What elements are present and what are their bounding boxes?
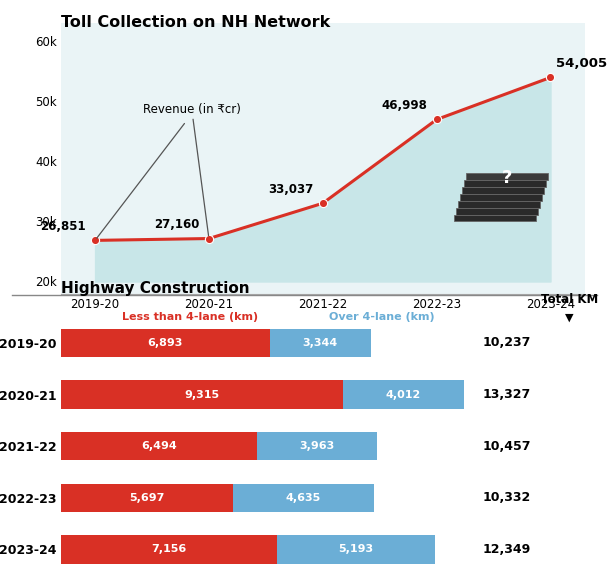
- Bar: [61, 380, 343, 409]
- Text: ?: ?: [502, 169, 512, 187]
- Bar: [61, 484, 233, 512]
- Bar: [343, 380, 464, 409]
- Text: 12,349: 12,349: [482, 543, 530, 556]
- Point: [546, 73, 555, 82]
- Text: 10,237: 10,237: [482, 336, 531, 349]
- Text: 10,457: 10,457: [482, 440, 531, 453]
- Point: [432, 115, 442, 124]
- Bar: [61, 329, 270, 357]
- Bar: [258, 432, 378, 460]
- Text: 10,332: 10,332: [482, 491, 530, 504]
- Text: 6,494: 6,494: [141, 441, 177, 451]
- Text: 3,963: 3,963: [300, 441, 335, 451]
- Bar: [233, 484, 373, 512]
- Text: Less than 4-lane (km): Less than 4-lane (km): [122, 312, 258, 322]
- Text: Over 4-lane (km): Over 4-lane (km): [329, 312, 434, 322]
- Bar: [466, 174, 548, 180]
- Bar: [464, 180, 546, 187]
- Text: 7,156: 7,156: [152, 544, 187, 554]
- Bar: [61, 535, 278, 564]
- Text: 46,998: 46,998: [382, 99, 428, 112]
- Text: 4,635: 4,635: [286, 492, 321, 502]
- Bar: [278, 535, 435, 564]
- Bar: [270, 329, 371, 357]
- Text: 5,193: 5,193: [339, 544, 374, 554]
- Point: [204, 234, 214, 243]
- Text: ▼: ▼: [565, 313, 574, 323]
- Text: 26,851: 26,851: [40, 220, 86, 233]
- Bar: [61, 432, 258, 460]
- Point: [90, 236, 100, 245]
- Bar: [460, 194, 542, 201]
- Text: Revenue (in ₹cr): Revenue (in ₹cr): [143, 103, 241, 236]
- Bar: [456, 208, 538, 215]
- Bar: [454, 215, 536, 221]
- Bar: [462, 187, 544, 194]
- Text: 6,893: 6,893: [147, 338, 183, 348]
- Text: 3,344: 3,344: [303, 338, 338, 348]
- Text: Total KM: Total KM: [541, 294, 598, 306]
- Text: 54,005: 54,005: [556, 58, 607, 70]
- Text: Highway Construction: Highway Construction: [61, 281, 250, 296]
- Text: 27,160: 27,160: [155, 218, 200, 231]
- Text: 33,037: 33,037: [269, 183, 314, 196]
- Text: 5,697: 5,697: [130, 492, 165, 502]
- Text: 4,012: 4,012: [386, 390, 421, 400]
- Text: 13,327: 13,327: [482, 388, 530, 401]
- Point: [318, 198, 328, 208]
- Text: 9,315: 9,315: [185, 390, 219, 400]
- Bar: [458, 201, 540, 208]
- Text: Toll Collection on NH Network: Toll Collection on NH Network: [61, 15, 330, 30]
